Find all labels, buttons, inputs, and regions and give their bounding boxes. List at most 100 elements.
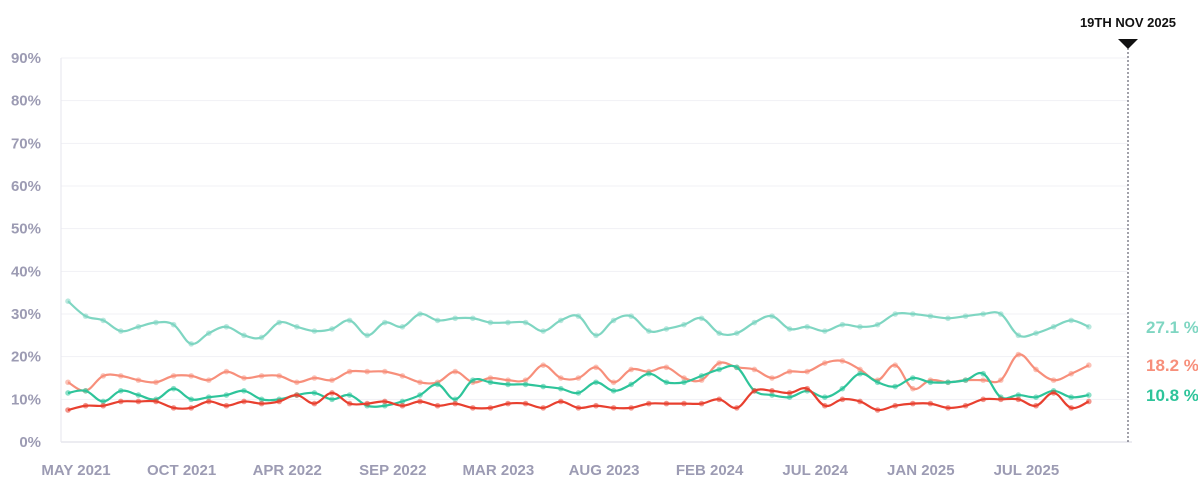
data-point xyxy=(734,405,740,411)
data-point xyxy=(223,402,230,409)
data-point xyxy=(470,315,476,322)
data-point xyxy=(452,315,459,322)
data-point xyxy=(258,400,265,407)
series-lines xyxy=(65,298,1092,413)
data-point xyxy=(593,402,599,409)
data-point xyxy=(434,381,441,388)
data-point xyxy=(980,370,986,377)
data-point xyxy=(118,398,124,405)
data-point xyxy=(135,324,142,330)
end-value-label: 27.1 % xyxy=(1146,318,1198,337)
data-point xyxy=(382,319,388,326)
data-point xyxy=(980,377,986,383)
data-point xyxy=(65,407,71,413)
data-point xyxy=(540,362,546,369)
y-tick-label: 10% xyxy=(11,391,41,408)
data-point xyxy=(399,398,406,405)
data-point xyxy=(822,360,828,366)
data-point xyxy=(223,392,230,398)
data-point xyxy=(170,321,177,328)
data-point xyxy=(962,377,969,383)
data-point xyxy=(329,390,335,396)
data-point xyxy=(593,364,599,371)
data-point xyxy=(1033,330,1039,337)
x-tick-label: APR 2022 xyxy=(253,462,322,479)
data-point xyxy=(1015,332,1022,339)
data-point xyxy=(575,375,582,381)
x-axis-ticks: MAY 2021 OCT 2021 APR 2022 SEP 2022 MAR 2023… xyxy=(41,462,1059,479)
data-point xyxy=(945,405,951,411)
data-point xyxy=(663,364,670,371)
data-point xyxy=(1086,362,1092,369)
data-point xyxy=(681,400,687,407)
data-point xyxy=(364,400,371,407)
data-point xyxy=(399,373,406,379)
data-point xyxy=(628,381,634,388)
data-point xyxy=(1086,392,1092,398)
data-point xyxy=(874,321,881,328)
data-point xyxy=(962,313,969,319)
data-point xyxy=(452,396,459,403)
data-point xyxy=(311,328,318,334)
series-s1 xyxy=(65,298,1092,347)
data-point xyxy=(910,311,916,317)
data-point xyxy=(1050,377,1057,383)
data-point xyxy=(417,379,423,386)
data-point xyxy=(927,313,934,319)
data-point xyxy=(698,373,705,379)
gridlines xyxy=(61,57,1128,400)
data-point xyxy=(82,402,89,409)
x-tick-label: AUG 2023 xyxy=(569,462,640,479)
data-point xyxy=(1015,351,1022,358)
x-tick-label: JUL 2024 xyxy=(782,462,848,479)
data-point xyxy=(769,388,775,394)
data-point xyxy=(628,313,634,319)
data-point xyxy=(329,377,335,383)
data-point xyxy=(100,373,106,379)
data-point xyxy=(1068,405,1074,411)
data-point xyxy=(188,341,194,347)
y-tick-label: 80% xyxy=(11,93,41,110)
data-point xyxy=(82,313,89,319)
data-point xyxy=(857,398,863,405)
data-point xyxy=(276,398,283,405)
data-point xyxy=(575,390,582,396)
data-point xyxy=(487,405,494,411)
data-point xyxy=(487,375,494,381)
data-point xyxy=(346,392,353,398)
y-tick-label: 90% xyxy=(11,50,41,67)
data-point xyxy=(927,379,934,386)
data-point xyxy=(417,311,423,317)
data-point xyxy=(769,313,775,319)
end-value-label: 10.8 % xyxy=(1146,386,1198,405)
series-line xyxy=(67,300,1090,346)
data-point xyxy=(575,313,582,319)
data-point xyxy=(65,298,71,305)
data-point xyxy=(610,388,617,394)
data-point xyxy=(874,407,881,413)
y-axis-ticks: 0% 10% 20% 30% 40% 50% 60% 70% 80% 90% xyxy=(11,50,41,451)
data-point xyxy=(857,366,863,373)
data-point xyxy=(769,392,775,398)
data-point xyxy=(663,379,670,386)
data-point xyxy=(434,317,441,324)
data-point xyxy=(241,398,247,405)
data-point xyxy=(65,390,71,396)
data-point xyxy=(839,396,846,403)
data-point xyxy=(610,405,617,411)
data-point xyxy=(65,379,71,386)
data-point xyxy=(998,311,1004,317)
data-point xyxy=(118,328,124,334)
data-point xyxy=(399,324,406,330)
data-point xyxy=(822,402,828,409)
data-point xyxy=(188,373,194,379)
data-point xyxy=(681,375,687,381)
data-point xyxy=(1033,402,1039,409)
data-point xyxy=(962,402,969,409)
data-point xyxy=(839,358,846,364)
date-marker-triangle xyxy=(1118,39,1138,49)
data-point xyxy=(698,377,705,383)
data-point xyxy=(945,379,951,386)
data-point xyxy=(716,396,722,403)
